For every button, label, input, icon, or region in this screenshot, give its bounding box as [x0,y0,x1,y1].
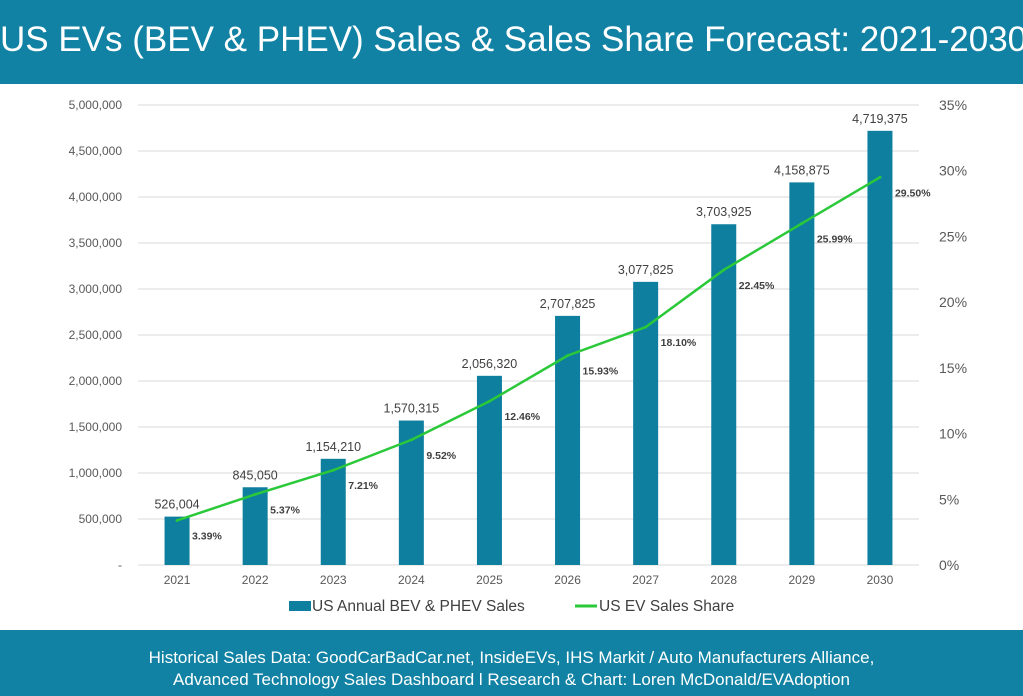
y-tick-label: 2,500,000 [69,328,123,342]
footer-banner: Historical Sales Data: GoodCarBadCar.net… [0,630,1023,696]
share-point [175,518,179,522]
bar [398,420,424,565]
share-point [878,175,882,179]
y-tick-label: 5,000,000 [69,98,123,112]
line-data-label: 15.93% [583,366,619,378]
line-data-label: 22.45% [739,280,775,292]
bar-data-label: 2,056,320 [462,357,518,371]
bar-data-label: 4,158,875 [774,163,830,177]
share-point [409,438,413,442]
share-point [487,399,491,403]
bar-data-label: 4,719,375 [852,112,908,126]
y-tick-label: 3,500,000 [69,236,123,250]
share-point [800,221,804,225]
x-tick-label: 2021 [164,573,191,587]
line-data-label: 29.50% [895,187,931,199]
bar [867,130,893,565]
y-tick-label: 1,000,000 [69,466,123,480]
bar-data-label: 526,004 [154,498,199,512]
line-data-label: 5.37% [270,504,300,516]
bar [242,487,268,565]
legend-swatch-bar [289,601,311,611]
y2-tick-label: 0% [939,557,959,573]
x-tick-label: 2030 [867,573,894,587]
line-data-label: 18.10% [661,337,697,349]
x-tick-label: 2027 [632,573,659,587]
y2-tick-label: 5% [939,491,959,507]
bar [320,458,346,565]
bar-data-label: 2,707,825 [540,297,596,311]
y-tick-label: - [118,558,122,572]
share-point [253,492,257,496]
bar-data-label: 3,077,825 [618,263,674,277]
share-point [331,468,335,472]
header-banner: US EVs (BEV & PHEV) Sales & Sales Share … [0,0,1023,84]
share-line [176,176,881,522]
y-tick-label: 1,500,000 [69,420,123,434]
page-title: US EVs (BEV & PHEV) Sales & Sales Share … [0,20,1023,59]
share-point [722,268,726,272]
bar-data-label: 845,050 [233,468,278,482]
x-tick-label: 2026 [554,573,581,587]
x-tick-label: 2023 [320,573,347,587]
x-tick-label: 2029 [788,573,815,587]
y2-tick-label: 35% [939,97,967,113]
bar-data-label: 1,570,315 [384,402,440,416]
y2-tick-label: 25% [939,228,967,244]
y2-tick-label: 15% [939,360,967,376]
footer-source-line-2: Advanced Technology Sales Dashboard l Re… [173,670,850,689]
y2-tick-label: 30% [939,163,967,179]
line-data-label: 25.99% [817,233,853,245]
y-tick-label: 500,000 [79,512,123,526]
bar [789,182,815,566]
footer-source-line-1: Historical Sales Data: GoodCarBadCar.net… [148,648,875,667]
y-tick-label: 3,000,000 [69,282,123,296]
x-tick-label: 2028 [710,573,737,587]
bar-data-label: 1,154,210 [305,440,361,454]
bar [633,281,659,565]
x-tick-label: 2024 [398,573,425,587]
y2-tick-label: 20% [939,294,967,310]
y2-tick-label: 10% [939,426,967,442]
combo-chart: - 500,000 1,000,000 1,500,000 2,000,000 2,500… [69,97,967,615]
bar [711,224,737,566]
bar [476,375,502,565]
y-tick-label: 2,000,000 [69,374,123,388]
x-tick-label: 2025 [476,573,503,587]
line-data-label: 7.21% [348,480,378,492]
legend-label-line: US EV Sales Share [599,598,734,615]
bar-data-label: 3,703,925 [696,205,752,219]
share-point [644,325,648,329]
line-data-label: 9.52% [426,450,456,462]
line-data-label: 3.39% [192,530,222,542]
line-data-label: 12.46% [504,411,540,423]
bar [164,516,190,565]
y-tick-label: 4,000,000 [69,190,123,204]
legend-label-bar: US Annual BEV & PHEV Sales [312,598,525,615]
bar [555,315,581,565]
chart-area: - 500,000 1,000,000 1,500,000 2,000,000 2,500… [0,84,1023,630]
x-tick-label: 2022 [242,573,269,587]
share-point [566,354,570,358]
y-tick-label: 4,500,000 [69,144,123,158]
